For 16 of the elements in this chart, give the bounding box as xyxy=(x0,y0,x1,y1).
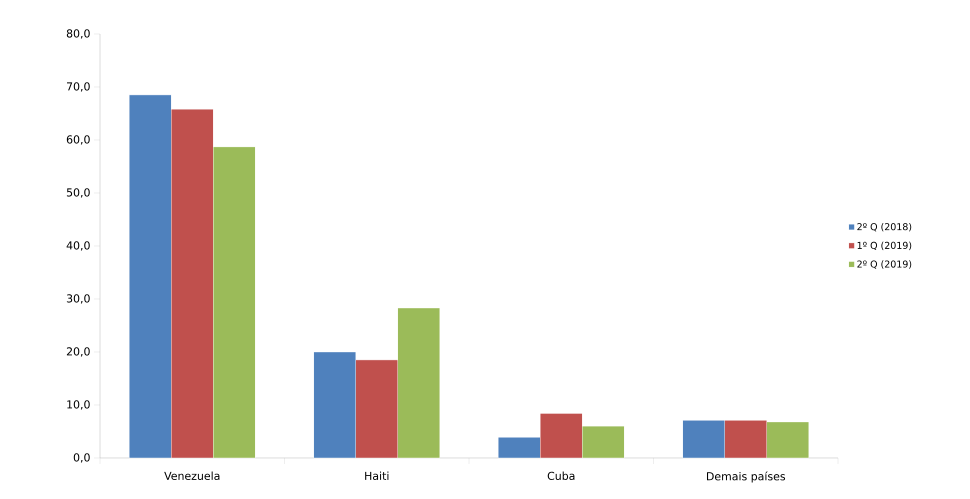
y-tick-label: 20,0 xyxy=(66,347,90,357)
y-tick-label: 30,0 xyxy=(66,294,90,304)
y-tick-label: 70,0 xyxy=(66,82,90,92)
y-tick-label: 50,0 xyxy=(66,188,90,198)
x-tick-label: Venezuela xyxy=(164,472,220,480)
y-tick-label: 0,0 xyxy=(74,453,90,463)
legend-label: 2º Q (2018) xyxy=(857,222,912,232)
x-tick-label: Demais países xyxy=(706,472,786,483)
y-tick-label: 60,0 xyxy=(66,135,90,145)
legend-label: 1º Q (2019) xyxy=(858,242,912,250)
y-tick-label: 10,0 xyxy=(67,400,90,410)
x-tick-label: Cuba xyxy=(548,472,574,480)
y-tick-label: 80,0 xyxy=(66,29,90,39)
x-tick-label: Haiti xyxy=(365,472,388,480)
legend-label: 2º Q (2019) xyxy=(857,260,912,269)
y-tick-label: 40,0 xyxy=(66,241,90,251)
